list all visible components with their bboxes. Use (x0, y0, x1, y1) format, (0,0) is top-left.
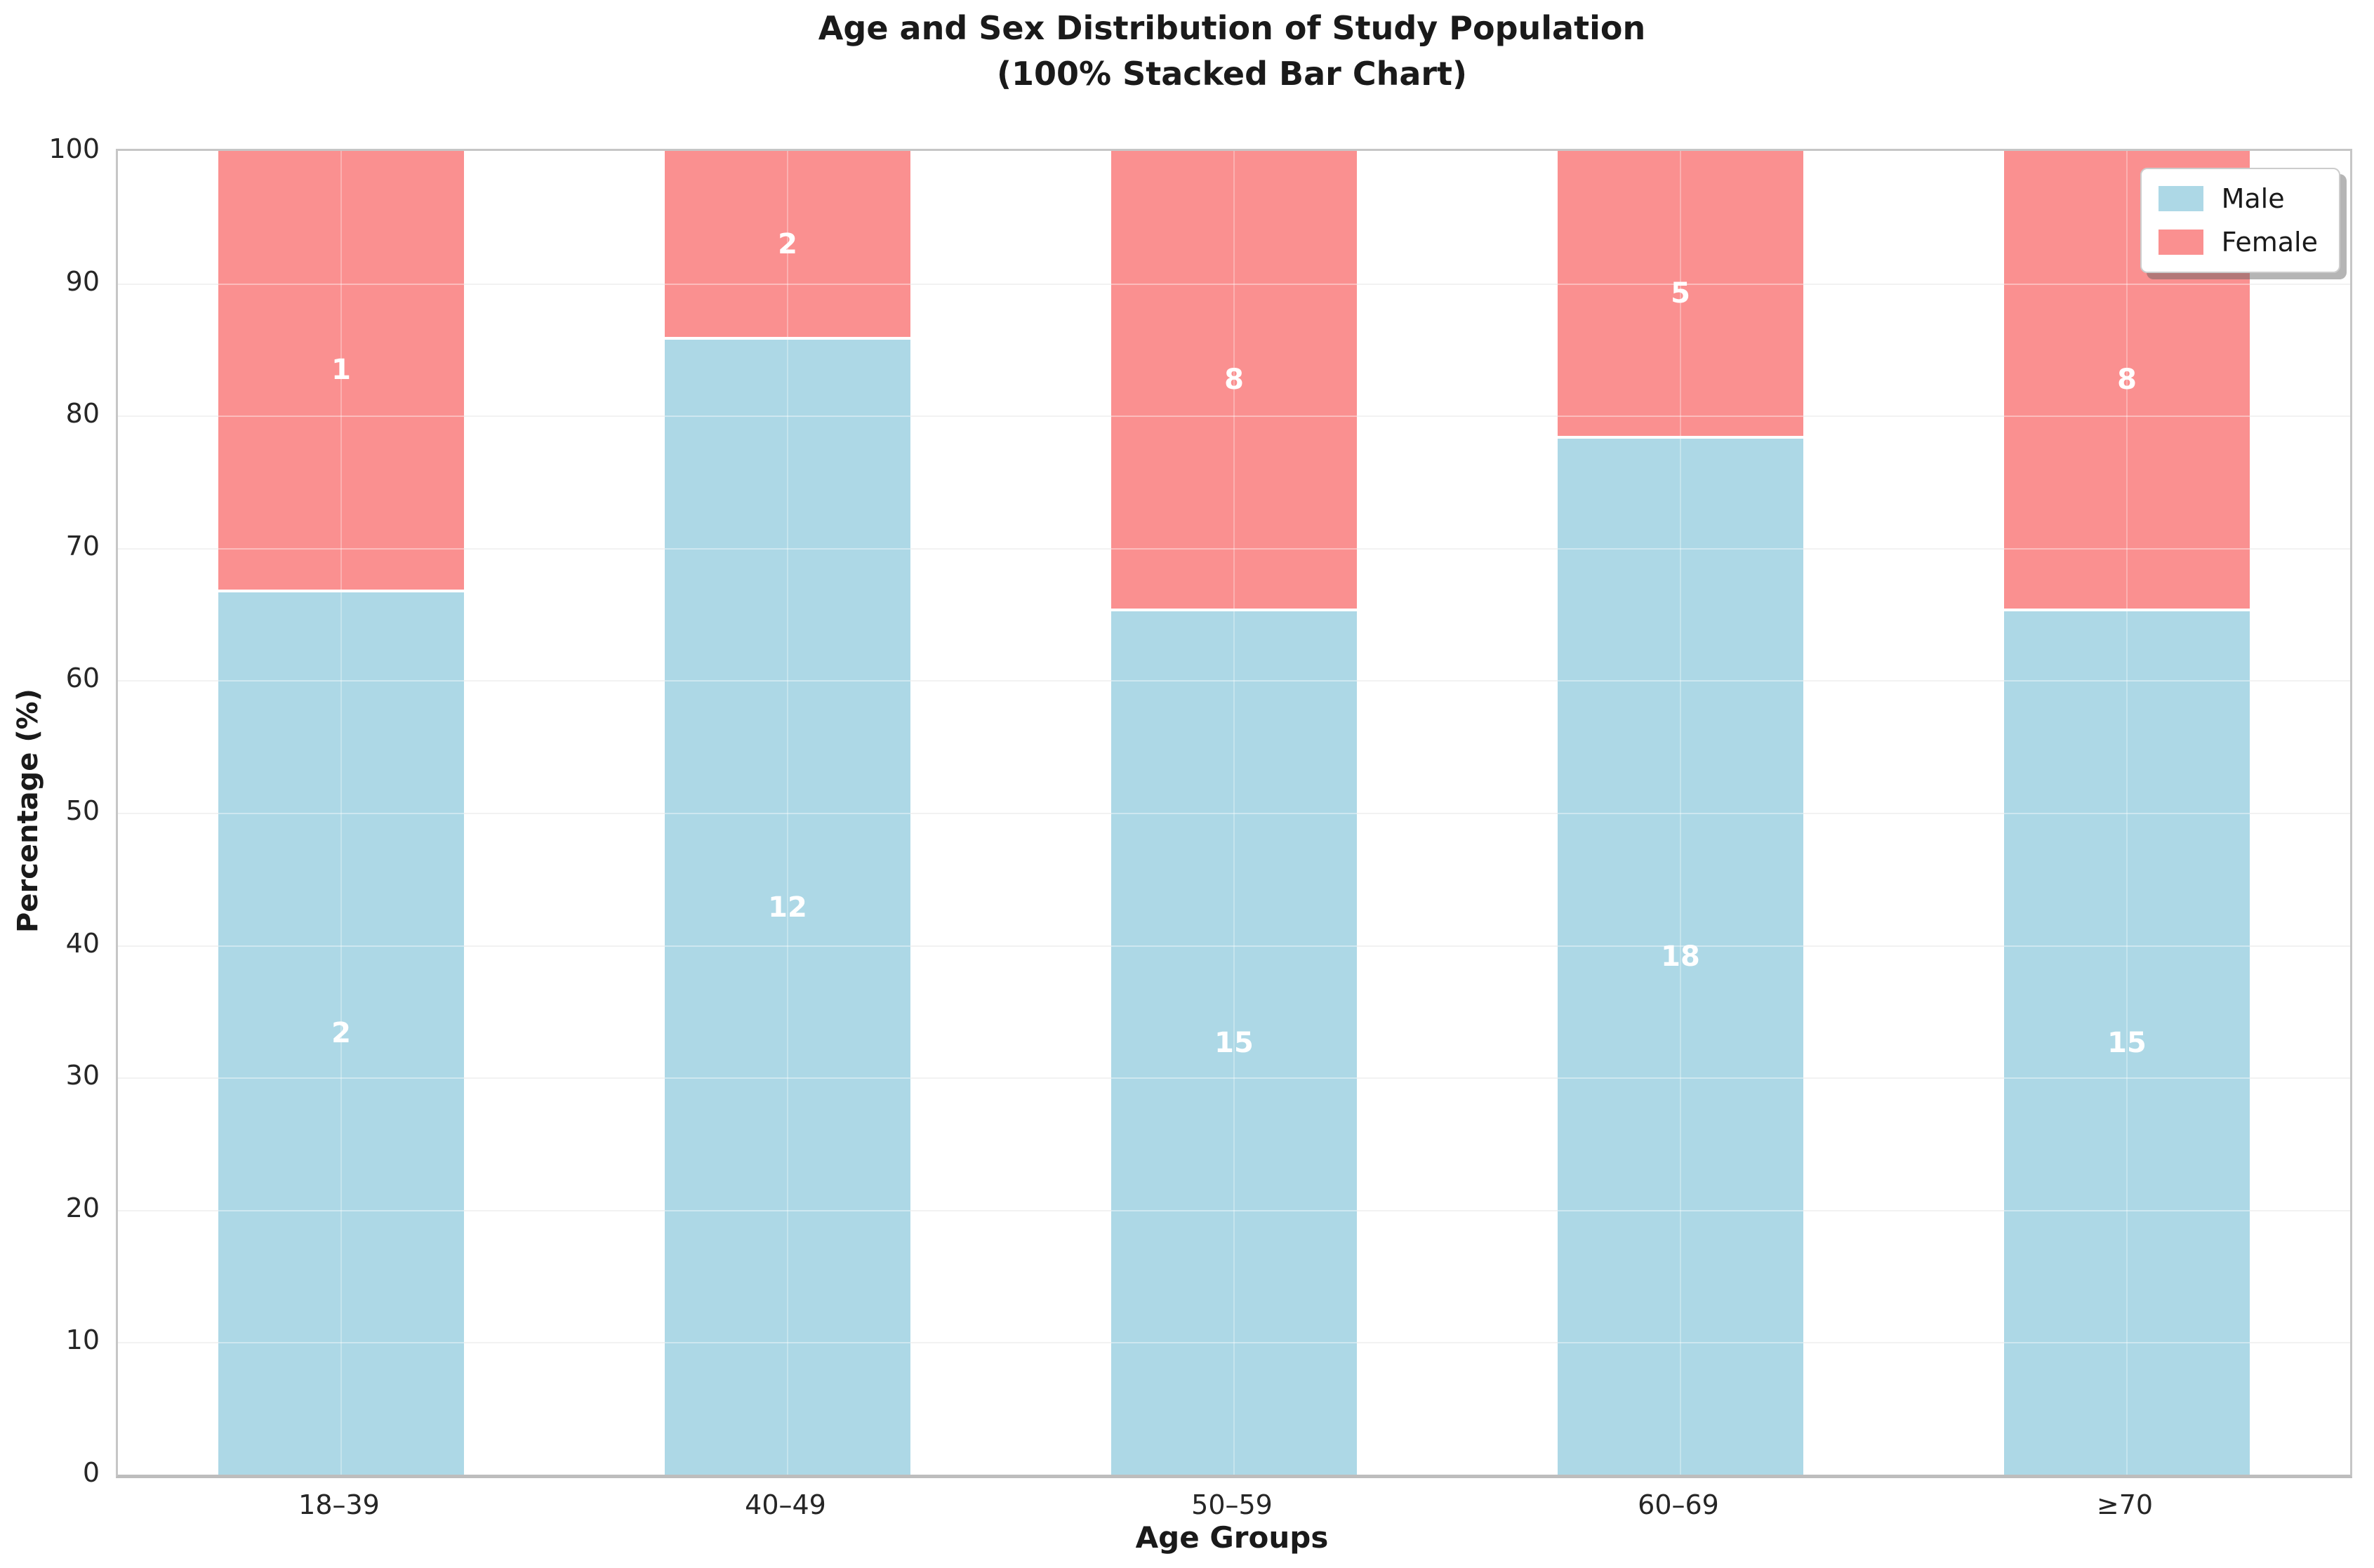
legend-swatch-female (2158, 230, 2203, 255)
segment-male: 15 (1111, 611, 1357, 1475)
x-tick-label: ≥70 (2096, 1489, 2154, 1520)
category-4: 5 18 (1457, 151, 1904, 1475)
legend-label-male: Male (2221, 183, 2285, 214)
v-gridline-1 (340, 151, 342, 1475)
x-axis-label: Age Groups (1135, 1520, 1329, 1555)
y-tick-label: 50 (65, 795, 100, 826)
x-tick-label: 60–69 (1638, 1489, 1719, 1520)
chart-title: Age and Sex Distribution of Study Popula… (116, 6, 2348, 98)
h-gridline-over-80 (118, 416, 2350, 418)
segment-male: 12 (665, 340, 910, 1475)
h-gridline-over-50 (118, 813, 2350, 814)
x-tick-label: 50–59 (1191, 1489, 1273, 1520)
v-gridline-4 (1680, 151, 1681, 1475)
segment-female: 5 (1558, 151, 1803, 439)
segment-female: 8 (1111, 151, 1357, 611)
category-2: 2 12 (564, 151, 1011, 1475)
segment-female: 2 (665, 151, 910, 340)
female-value-label: 1 (331, 354, 351, 387)
h-gridline-over-90 (118, 283, 2350, 285)
y-tick-label: 60 (65, 663, 100, 694)
male-value-label: 12 (768, 891, 807, 924)
segment-male: 18 (1558, 439, 1803, 1475)
h-gridline-over-70 (118, 547, 2350, 550)
x-tick-label: 18–39 (298, 1489, 380, 1520)
female-value-label: 8 (1224, 364, 1244, 396)
stacked-bar: 8 15 (2004, 151, 2250, 1475)
legend-row-male: Male (2158, 183, 2318, 214)
y-tick-label: 20 (65, 1192, 100, 1223)
segment-female: 1 (218, 151, 464, 592)
male-value-label: 2 (331, 1017, 351, 1050)
plot-area: 1 2 2 12 8 15 5 18 8 15 Male Female (116, 149, 2352, 1478)
y-tick-label: 10 (65, 1324, 100, 1356)
y-tick-label: 80 (65, 398, 100, 430)
y-tick-label: 90 (65, 265, 100, 297)
legend-swatch-male (2158, 186, 2203, 211)
female-value-label: 5 (1671, 277, 1690, 310)
legend-label-female: Female (2221, 227, 2318, 258)
segment-male: 2 (218, 592, 464, 1475)
stacked-bar: 2 12 (665, 151, 910, 1475)
h-gridline-over-40 (118, 945, 2350, 947)
y-tick-label: 100 (48, 133, 100, 164)
legend-row-female: Female (2158, 227, 2318, 258)
segment-male: 15 (2004, 611, 2250, 1475)
h-gridline-over-60 (118, 680, 2350, 682)
chart-title-line2: (100% Stacked Bar Chart) (996, 55, 1468, 93)
y-tick-label: 30 (65, 1060, 100, 1091)
male-value-label: 15 (1214, 1027, 1254, 1059)
x-tick-label: 40–49 (745, 1489, 826, 1520)
category-3: 8 15 (1011, 151, 1457, 1475)
category-5: 8 15 (1904, 151, 2350, 1475)
legend: Male Female (2140, 168, 2340, 273)
h-gridline-over-20 (118, 1209, 2350, 1211)
male-value-label: 18 (1661, 941, 1700, 973)
v-gridline-3 (1233, 151, 1235, 1475)
female-value-label: 2 (778, 227, 797, 260)
stacked-bar: 8 15 (1111, 151, 1357, 1475)
chart-title-line1: Age and Sex Distribution of Study Popula… (818, 9, 1646, 47)
y-tick-label: 70 (65, 530, 100, 562)
h-gridline-over-10 (118, 1342, 2350, 1344)
y-tick-label: 0 (82, 1457, 100, 1488)
v-gridline-5 (2126, 151, 2128, 1475)
v-gridline-2 (787, 151, 788, 1475)
female-value-label: 8 (2117, 364, 2137, 396)
y-tick-label: 40 (65, 927, 100, 959)
stacked-bar: 5 18 (1558, 151, 1803, 1475)
h-gridline-over-30 (118, 1077, 2350, 1079)
male-value-label: 15 (2107, 1027, 2147, 1059)
